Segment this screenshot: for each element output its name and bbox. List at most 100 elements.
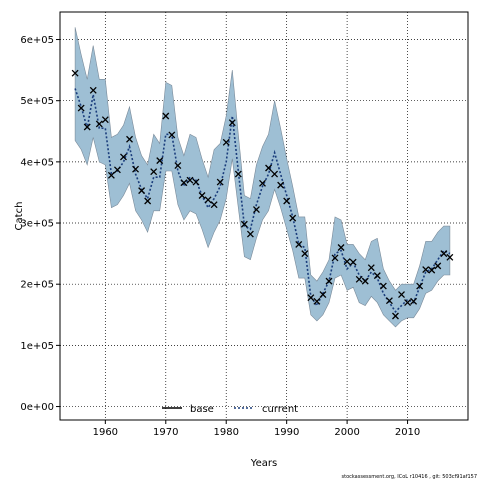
y-tick-label: 1e+05 xyxy=(20,341,54,352)
observed-point xyxy=(355,275,363,283)
observed-point xyxy=(77,104,85,112)
observed-point xyxy=(132,165,140,173)
observed-point-stroke xyxy=(107,171,115,179)
observed-point-stroke xyxy=(361,277,369,285)
x-axis: 1960 1970 1980 1990 2000 2010 xyxy=(93,420,420,438)
x-tick-label: 1990 xyxy=(274,427,299,438)
observed-point xyxy=(150,168,158,176)
observed-point-stroke xyxy=(289,214,297,222)
observed-point-stroke xyxy=(126,135,133,143)
observed-point-stroke xyxy=(446,253,454,261)
observed-point-stroke xyxy=(210,201,218,209)
y-tick-label: 2e+05 xyxy=(20,280,54,291)
current-series-line xyxy=(74,88,451,313)
observed-point xyxy=(259,179,266,187)
plot-frame xyxy=(59,11,469,421)
confidence-band xyxy=(74,27,451,328)
observed-point xyxy=(107,171,115,179)
x-tick-label: 2010 xyxy=(395,427,420,438)
observed-point xyxy=(361,277,369,285)
observed-point-stroke xyxy=(174,162,182,169)
observed-point xyxy=(307,294,315,302)
observed-point-stroke xyxy=(71,69,79,77)
observed-point xyxy=(156,157,164,165)
observed-point-stroke xyxy=(259,179,266,187)
observed-point xyxy=(313,297,321,305)
observed-marker-layer xyxy=(71,69,454,320)
observed-point-stroke xyxy=(265,164,272,172)
observed-point xyxy=(180,179,188,187)
y-tick-label: 6e+05 xyxy=(20,35,54,46)
observed-point-stroke xyxy=(186,176,194,184)
observed-point-stroke xyxy=(404,299,412,307)
observed-point xyxy=(168,131,176,139)
observed-point xyxy=(349,258,357,266)
observed-point-stroke xyxy=(120,153,127,161)
x-tick-label: 2000 xyxy=(334,427,359,438)
observed-point-stroke xyxy=(240,220,248,228)
observed-point xyxy=(325,277,333,285)
observed-point-stroke xyxy=(355,275,363,283)
observed-point xyxy=(331,254,339,262)
observed-point xyxy=(446,253,454,261)
observed-point xyxy=(234,170,242,178)
observed-point xyxy=(95,120,103,128)
observed-point-stroke xyxy=(192,178,200,186)
observed-point xyxy=(240,220,248,228)
observed-point xyxy=(422,266,430,273)
observed-point-stroke xyxy=(440,250,448,258)
observed-point xyxy=(343,258,351,266)
observed-point-stroke xyxy=(180,179,188,187)
observed-point-stroke xyxy=(150,168,158,176)
x-tick-label: 1980 xyxy=(213,427,238,438)
observed-point xyxy=(428,266,436,274)
observed-point xyxy=(416,282,424,290)
legend-current-label: current xyxy=(262,404,298,415)
observed-point-stroke xyxy=(385,297,393,305)
observed-point xyxy=(192,178,200,186)
observed-point-stroke xyxy=(325,277,333,285)
observed-point-stroke xyxy=(113,166,121,174)
observed-point xyxy=(283,197,291,205)
observed-point xyxy=(367,264,375,272)
footer-credit: stockassessment.org, ICoL r10416 , git: … xyxy=(342,474,478,480)
observed-point-stroke xyxy=(83,123,91,131)
observed-point-stroke xyxy=(246,230,254,238)
current-line-layer xyxy=(74,88,451,313)
observed-point xyxy=(440,250,448,258)
observed-point-stroke xyxy=(367,264,375,272)
observed-point-stroke xyxy=(301,250,309,258)
observed-point-stroke xyxy=(138,187,146,195)
observed-point-stroke xyxy=(337,244,345,251)
observed-point xyxy=(198,192,206,199)
observed-point-stroke xyxy=(313,297,321,305)
observed-point xyxy=(434,262,442,270)
observed-point-stroke xyxy=(295,240,303,248)
observed-point-stroke xyxy=(234,170,242,178)
observed-point-stroke xyxy=(228,119,236,127)
observed-point-stroke xyxy=(162,112,170,120)
observed-point xyxy=(89,86,97,94)
y-tick-label: 5e+05 xyxy=(20,96,54,107)
observed-point xyxy=(113,166,121,174)
observed-point-stroke xyxy=(271,170,279,178)
observed-point xyxy=(216,178,224,186)
observed-point-stroke xyxy=(222,138,230,146)
observed-point-stroke xyxy=(349,258,357,266)
observed-point xyxy=(337,244,345,251)
observed-point-stroke xyxy=(410,297,418,305)
observed-point-stroke xyxy=(204,196,212,204)
observed-point xyxy=(404,299,412,307)
observed-point xyxy=(277,181,285,189)
observed-point-stroke xyxy=(198,192,206,199)
observed-point-stroke xyxy=(331,254,339,262)
observed-point-stroke xyxy=(416,282,424,290)
observed-point xyxy=(379,282,387,290)
y-tick-label: 3e+05 xyxy=(20,219,54,230)
observed-point xyxy=(398,291,405,299)
y-tick-label: 4e+05 xyxy=(20,157,54,168)
observed-point xyxy=(186,176,194,184)
y-axis: 0e+00 1e+05 2e+05 3e+05 4e+05 5e+05 6e+05 xyxy=(20,35,60,413)
legend-base-label: base xyxy=(190,404,214,415)
observed-point-stroke xyxy=(343,258,351,266)
